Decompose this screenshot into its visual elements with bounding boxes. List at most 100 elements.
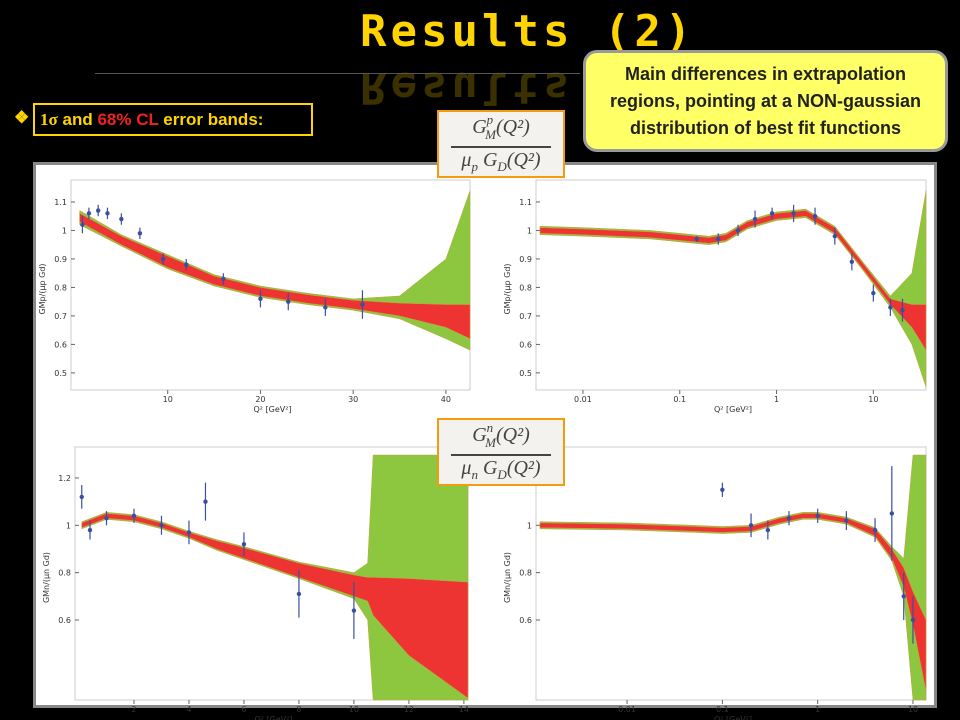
y-tick-label: 0.6	[54, 340, 67, 349]
y-tick-label: 0.8	[519, 569, 532, 578]
data-point	[716, 236, 721, 242]
data-point	[360, 302, 365, 307]
data-point	[832, 233, 838, 239]
data-point	[765, 527, 771, 533]
x-tick-label: 40	[441, 395, 451, 404]
subscript: M	[485, 435, 497, 450]
data-point	[296, 591, 302, 597]
data-point	[87, 527, 93, 533]
data-point	[203, 499, 208, 504]
data-point	[812, 214, 818, 219]
x-axis-label: Q² [GeV²]	[714, 405, 752, 414]
x-tick-label: 10	[868, 395, 878, 404]
data-point	[221, 276, 226, 282]
sigma: 1σ	[40, 110, 58, 129]
data-point	[752, 216, 758, 222]
y-tick-label: 1	[527, 521, 532, 530]
subscript: D	[497, 467, 507, 482]
symbol: μ	[461, 457, 472, 479]
callout: Main differences in extrapolation region…	[583, 50, 948, 152]
data-point	[900, 308, 905, 313]
data-point	[872, 527, 878, 533]
y-axis-label: GMn/(μn Gd)	[42, 552, 51, 603]
y-tick-label: 1	[527, 226, 532, 235]
x-tick-label: 10	[349, 705, 359, 714]
x-tick-label: 0.1	[716, 705, 729, 714]
numerator: GpM(Q²)	[439, 112, 563, 142]
data-point	[119, 216, 124, 222]
cl: 68% CL	[97, 110, 159, 129]
formula: Gn M(Q²) μn GD(Q²)	[437, 418, 565, 486]
slide-title: Results (2)	[360, 6, 696, 57]
data-point	[131, 513, 137, 519]
data-point	[871, 290, 876, 296]
y-tick-label: 1	[66, 521, 71, 530]
x-tick-label: 30	[348, 395, 358, 404]
x-tick-label: 6	[241, 705, 246, 714]
callout-line: Main differences in extrapolation	[624, 64, 907, 84]
bullet-icon: ❖	[14, 108, 30, 127]
x-axis-label: Q² [GeV²]	[714, 715, 752, 720]
data-point	[186, 530, 192, 535]
data-point	[351, 608, 357, 613]
error-band	[539, 190, 927, 388]
callout-line: distribution of best fit functions	[630, 118, 901, 138]
y-tick-label: 1.2	[58, 474, 71, 483]
bullet-rest: error bands:	[163, 110, 264, 129]
symbol: G	[482, 457, 498, 479]
y-tick-label: 0.9	[519, 255, 532, 264]
error-band	[79, 190, 471, 351]
x-tick-label: 14	[459, 705, 469, 714]
plot-frame	[70, 179, 471, 391]
data-point	[286, 299, 291, 304]
data-point	[888, 305, 893, 310]
data-point	[901, 594, 906, 599]
denominator: μn GD(Q²)	[439, 457, 563, 483]
data-point	[889, 511, 895, 516]
x-tick-label: 8	[296, 705, 301, 714]
error-band	[539, 454, 927, 701]
data-point	[769, 211, 775, 216]
title-rule	[95, 73, 580, 74]
data-point	[104, 516, 109, 521]
data-point	[160, 256, 166, 262]
y-tick-label: 0.5	[519, 369, 532, 378]
y-tick-label: 0.6	[519, 340, 532, 349]
y-tick-label: 0.7	[54, 312, 67, 321]
data-point	[105, 211, 110, 216]
subscript: M	[485, 127, 497, 142]
y-tick-label: 0.6	[519, 616, 532, 625]
argument: (Q²)	[496, 116, 530, 138]
data-point	[910, 617, 916, 623]
fraction-bar	[451, 146, 551, 148]
y-tick-label: 1	[62, 226, 67, 235]
error-band	[539, 513, 927, 692]
x-tick-label: 1	[815, 705, 820, 714]
error-band	[81, 454, 469, 701]
data-point	[815, 513, 820, 519]
subscript: p	[471, 159, 478, 174]
fraction-bar	[451, 454, 551, 456]
x-tick-label: 10	[163, 395, 173, 404]
x-tick-label: 0.01	[618, 705, 636, 714]
data-point	[720, 487, 725, 492]
data-point	[159, 523, 164, 528]
symbol: G	[472, 424, 487, 446]
formula: GpM(Q²) μp GD(Q²)	[437, 110, 565, 178]
data-point	[323, 305, 328, 310]
subscript: n	[471, 467, 478, 482]
bullet-box	[33, 103, 313, 136]
error-band	[79, 212, 471, 340]
symbol: μ	[461, 149, 472, 171]
argument: (Q²)	[496, 424, 530, 446]
data-point	[80, 222, 85, 227]
y-tick-label: 0.9	[54, 255, 67, 264]
y-tick-label: 1.1	[54, 198, 67, 207]
x-tick-label: 12	[404, 705, 414, 714]
y-tick-label: 0.6	[58, 616, 71, 625]
data-point	[137, 231, 143, 236]
x-tick-label: 4	[186, 705, 191, 714]
x-tick-label: 2	[131, 705, 136, 714]
argument: (Q²)	[506, 149, 541, 171]
